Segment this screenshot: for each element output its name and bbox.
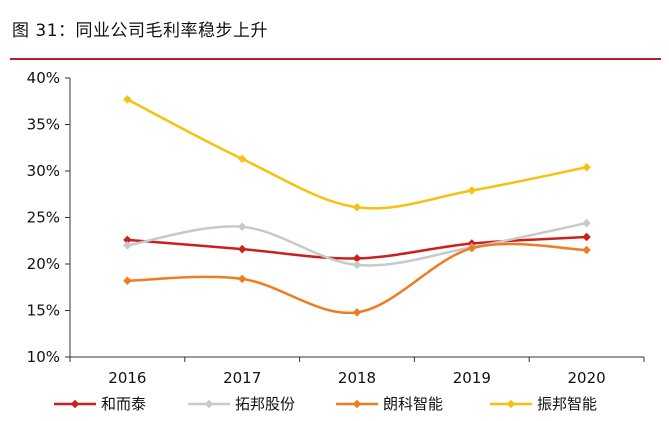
series-line: [126, 98, 587, 210]
data-point: [352, 308, 362, 317]
data-point: [123, 95, 132, 104]
x-axis-ticks: 2016 2017 2018 2019 2020: [69, 357, 645, 387]
series-4: [123, 95, 591, 212]
data-point: [582, 232, 591, 242]
y-axis-ticks: 10% 15% 20% 25% 30% 35% 40%: [27, 69, 70, 366]
chart-legend: 和而泰 拓邦股份 朗科智能 振邦智能: [54, 395, 597, 413]
data-point: [237, 154, 247, 164]
legend-label: 朗科智能: [383, 395, 443, 413]
legend-label: 拓邦股份: [235, 395, 295, 413]
x-tick-label: 2019: [453, 369, 491, 387]
data-point: [582, 218, 591, 228]
data-point: [237, 274, 247, 284]
data-point: [237, 244, 247, 254]
legend-marker: [506, 399, 516, 409]
x-tick-label: 2020: [568, 369, 606, 387]
y-tick-label: 40%: [27, 69, 60, 87]
data-point: [582, 163, 591, 172]
y-tick-label: 10%: [27, 348, 60, 366]
x-tick-label: 2018: [338, 369, 376, 387]
data-point: [467, 243, 477, 253]
y-tick-label: 15%: [27, 302, 60, 320]
y-tick-label: 20%: [27, 255, 60, 273]
data-point: [352, 203, 362, 212]
y-tick-label: 30%: [27, 162, 60, 180]
series-3: [123, 242, 591, 317]
title-divider: [10, 58, 661, 60]
chart-series: [123, 95, 591, 317]
y-tick-label: 35%: [27, 116, 60, 134]
data-point: [352, 260, 362, 270]
y-tick-label: 25%: [27, 209, 60, 227]
legend-marker: [70, 399, 80, 409]
legend-marker: [352, 399, 362, 409]
legend-label: 振邦智能: [537, 395, 597, 413]
data-point: [467, 186, 477, 195]
legend-marker: [204, 399, 214, 409]
data-point: [123, 241, 132, 250]
data-point: [237, 222, 247, 232]
x-tick-label: 2016: [108, 369, 146, 387]
figure-title: 图 31：同业公司毛利率稳步上升: [12, 21, 269, 41]
data-point: [123, 235, 132, 245]
data-point: [582, 245, 591, 255]
legend-label: 和而泰: [101, 395, 146, 413]
data-point: [123, 276, 132, 285]
x-tick-label: 2017: [223, 369, 261, 387]
series-2: [123, 218, 591, 270]
